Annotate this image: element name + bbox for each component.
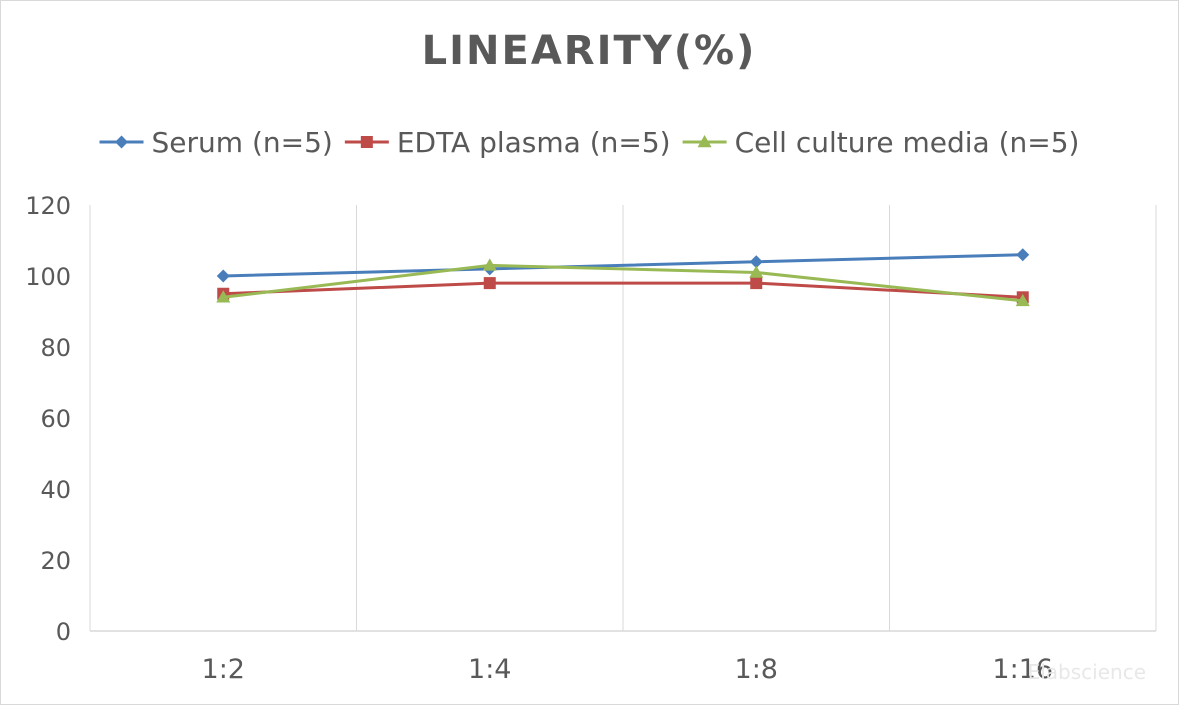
data-point-marker bbox=[1016, 248, 1030, 262]
x-tick-label: 1:2 bbox=[202, 654, 245, 685]
x-tick-label: 1:4 bbox=[468, 654, 511, 685]
legend-marker bbox=[697, 135, 712, 148]
data-point-marker bbox=[749, 255, 763, 269]
y-tick-label: 40 bbox=[40, 476, 71, 504]
legend-marker bbox=[360, 136, 373, 148]
legend: Serum (n=5) EDTA plasma (n=5) Cell culture… bbox=[99, 126, 1080, 159]
legend-item: Cell culture media (n=5) bbox=[682, 126, 1080, 159]
series-line bbox=[223, 281, 1023, 299]
y-axis: 0 20 40 60 80 100 120 bbox=[25, 192, 71, 646]
y-tick-label: 20 bbox=[40, 547, 71, 575]
data-point-marker bbox=[216, 290, 231, 303]
series-line bbox=[223, 263, 1023, 303]
legend-label: EDTA plasma (n=5) bbox=[397, 126, 671, 159]
x-tick-label: 1:16 bbox=[992, 654, 1053, 685]
data-point-marker bbox=[482, 258, 497, 271]
chart-title: LINEARITY(%) bbox=[422, 28, 757, 74]
x-tick-label: 1:8 bbox=[735, 654, 778, 685]
data-point-marker bbox=[1015, 293, 1030, 307]
legend-item: EDTA plasma (n=5) bbox=[344, 126, 671, 159]
data-point-marker bbox=[216, 269, 230, 283]
legend-marker bbox=[115, 135, 129, 149]
series-layer bbox=[216, 248, 1030, 307]
watermark-logo: Elabscience bbox=[1028, 660, 1146, 684]
data-point-marker bbox=[483, 277, 496, 290]
series-3 bbox=[216, 258, 1030, 307]
gridlines bbox=[89, 205, 1157, 631]
data-point-marker bbox=[749, 265, 764, 278]
y-tick-label: 100 bbox=[25, 263, 71, 291]
x-axis: 1:2 1:4 1:8 1:16 bbox=[90, 630, 1156, 685]
y-tick-label: 80 bbox=[40, 334, 71, 362]
y-tick-label: 120 bbox=[25, 192, 71, 220]
legend-label: Serum (n=5) bbox=[152, 126, 333, 159]
legend-item: Serum (n=5) bbox=[99, 126, 333, 159]
y-tick-label: 60 bbox=[40, 405, 71, 433]
legend-label: Cell culture media (n=5) bbox=[735, 126, 1080, 159]
series-line bbox=[223, 253, 1023, 278]
y-tick-label: 0 bbox=[56, 618, 71, 646]
data-point-marker bbox=[750, 277, 763, 290]
